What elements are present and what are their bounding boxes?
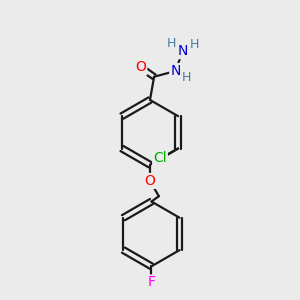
Text: F: F — [148, 275, 155, 290]
Text: H: H — [190, 38, 199, 51]
Text: O: O — [135, 61, 146, 74]
Text: H: H — [182, 71, 192, 84]
Text: O: O — [145, 174, 155, 188]
Text: N: N — [178, 44, 188, 58]
Text: N: N — [170, 64, 181, 78]
Text: H: H — [167, 37, 176, 50]
Text: Cl: Cl — [153, 151, 167, 165]
